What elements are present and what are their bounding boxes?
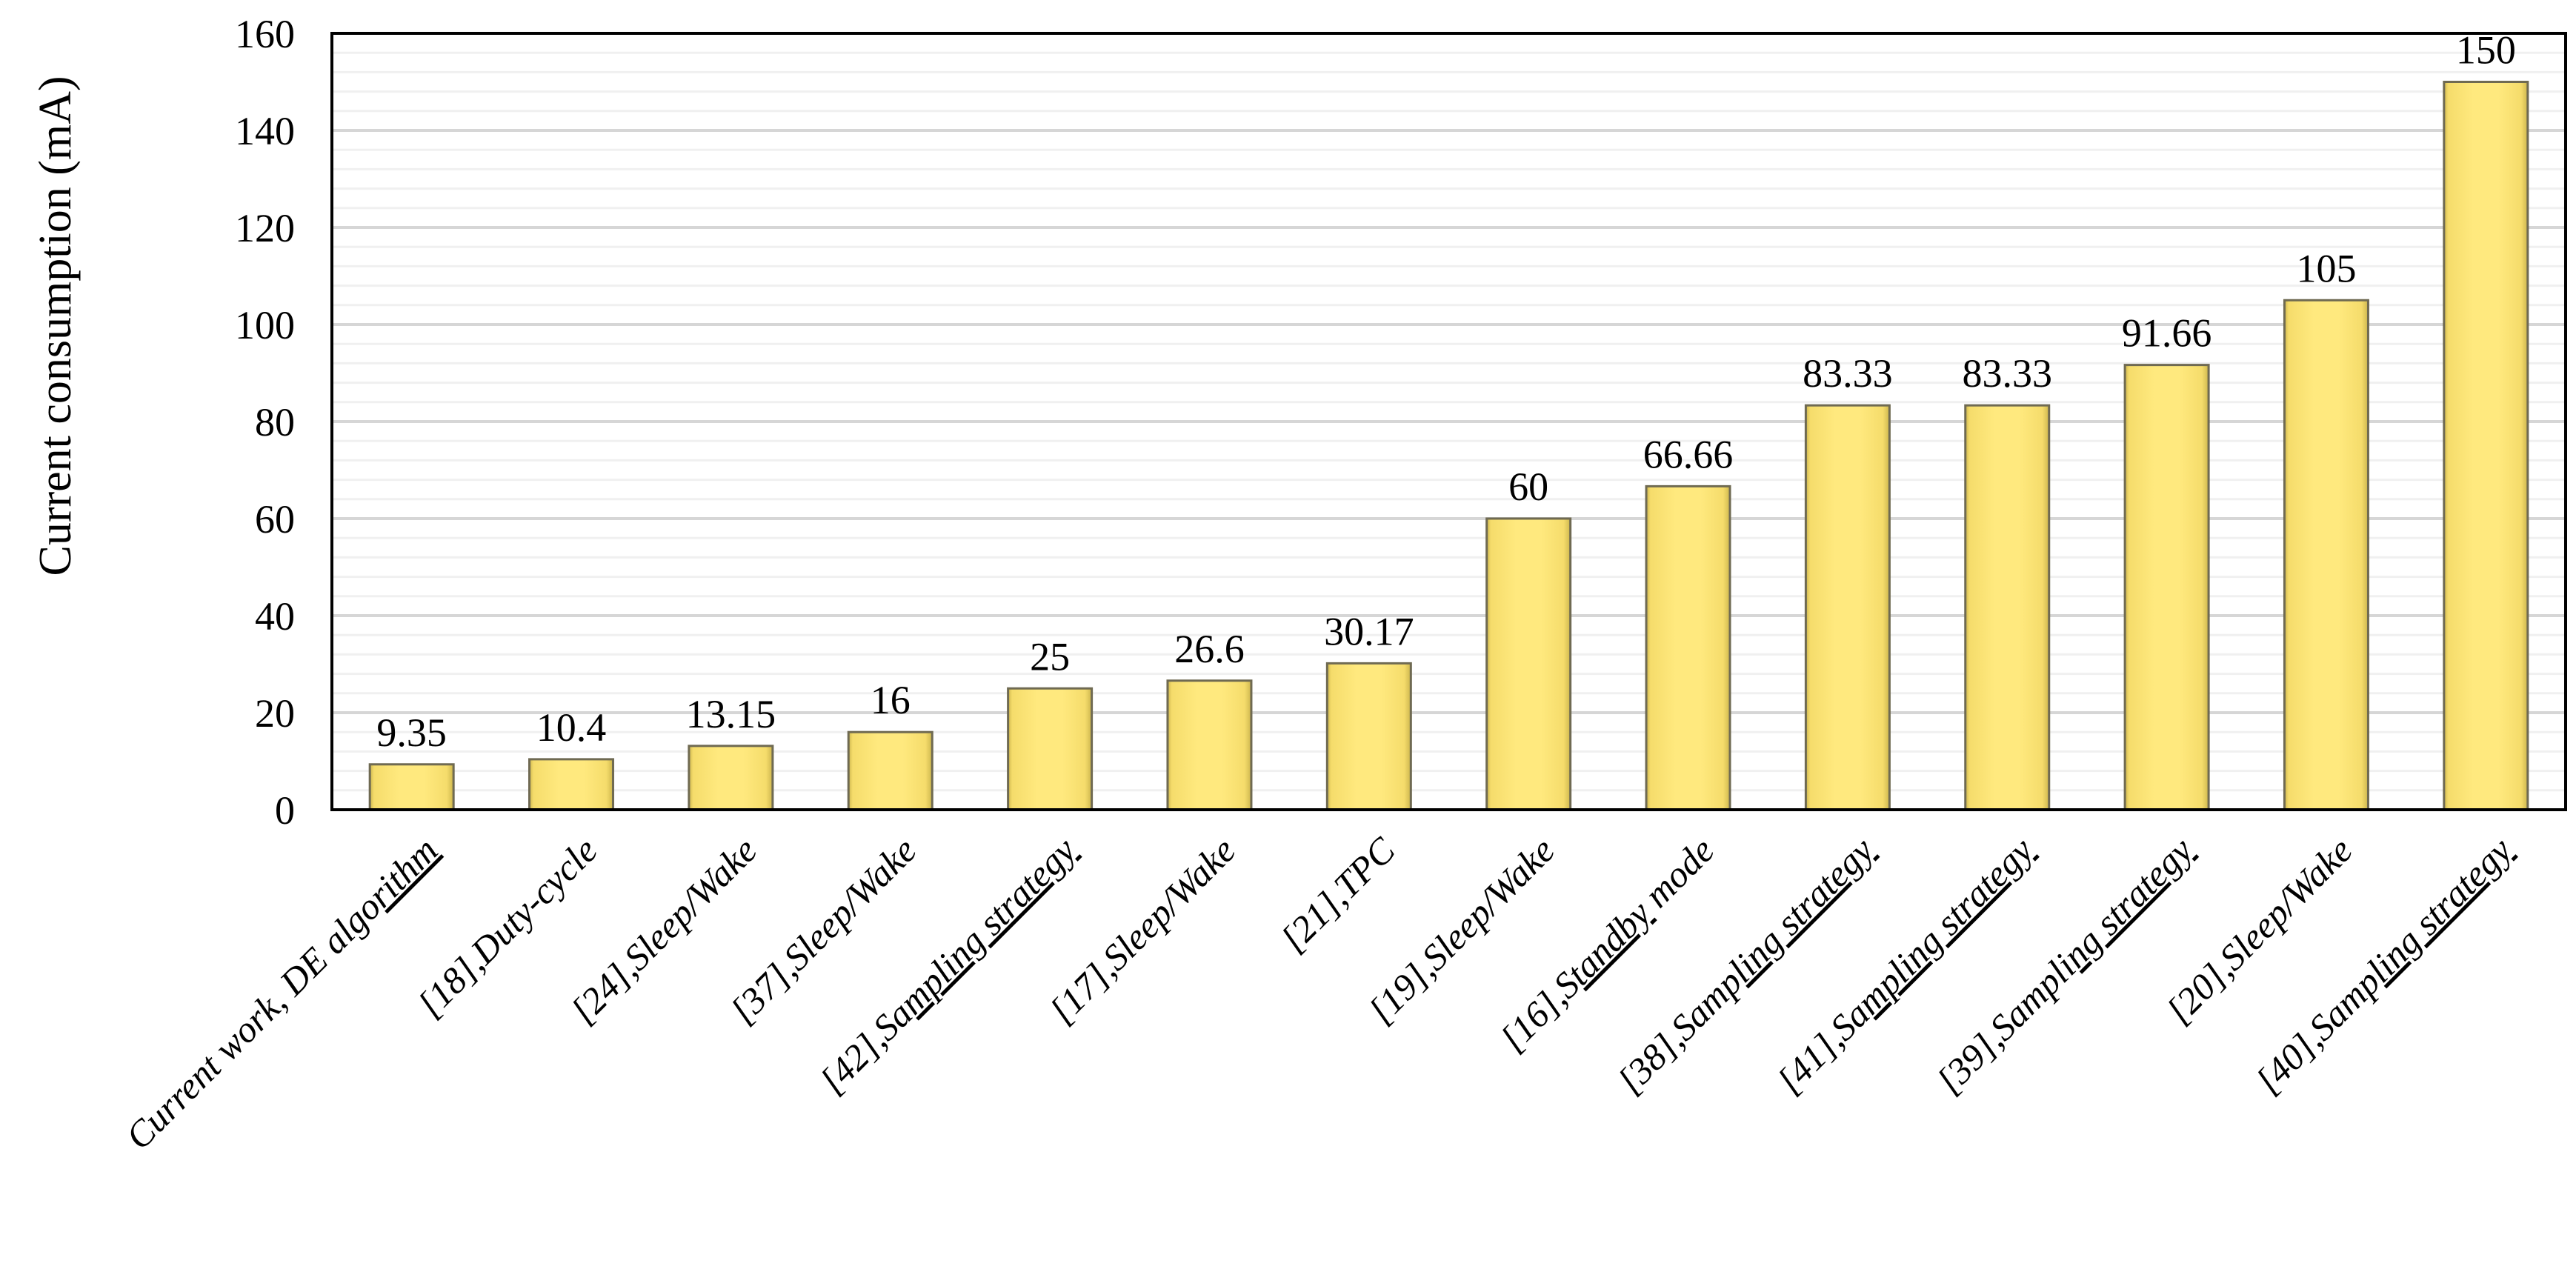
bars [368, 81, 2529, 811]
category-label-4: [42],Sampling strategy [811, 829, 1084, 1102]
bar-8 [1645, 485, 1731, 811]
bar-5 [1166, 679, 1253, 811]
plot-area-border [330, 32, 2567, 811]
y-tick-label-60: 60 [255, 497, 295, 542]
bar-3 [847, 730, 933, 811]
value-label-0: 9.35 [376, 710, 447, 755]
category-label-0: Current work, DE algorithm [118, 829, 446, 1157]
y-tick-label-40: 40 [255, 594, 295, 639]
category-label-13: [40],Sampling strategy [2247, 829, 2520, 1102]
major-gridlines [333, 129, 2564, 714]
value-label-9: 83.33 [1803, 351, 1893, 396]
category-label-10: [41],Sampling strategy [1768, 829, 2041, 1102]
bar-7 [1485, 517, 1572, 811]
category-label-part: [21],TPC [1272, 829, 1403, 960]
value-label-1: 10.4 [536, 705, 607, 750]
y-tick-label-20: 20 [255, 691, 295, 736]
value-label-7: 60 [1508, 464, 1548, 509]
bar-10 [1964, 404, 2051, 811]
category-label-part: [39],Sampli [1928, 946, 2084, 1102]
value-label-13: 150 [2456, 28, 2516, 73]
y-tick-label-0: 0 [275, 788, 295, 833]
value-label-3: 16 [871, 678, 911, 722]
x-axis-category-labels: Current work, DE algorithm[18],Duty-cycl… [118, 829, 2520, 1158]
category-label-underlined-part: ng strategy [2054, 829, 2201, 976]
value-label-5: 26.6 [1174, 627, 1245, 671]
value-label-8: 66.66 [1643, 432, 1734, 476]
bar-4 [1007, 687, 1094, 811]
bar-6 [1325, 662, 1412, 811]
bar-2 [688, 745, 774, 811]
y-axis-tick-labels: 0 20 40 60 80 100 120 140 160 [235, 12, 295, 833]
category-label-underlined-part: ling strategy [2359, 829, 2520, 990]
bar-9 [1804, 404, 1891, 811]
y-tick-label-100: 100 [235, 303, 295, 347]
category-label-part: Current work, DE algo [118, 886, 389, 1157]
y-tick-label-80: 80 [255, 400, 295, 444]
category-label-part: [41],Sa [1768, 993, 1877, 1102]
value-label-12: 105 [2296, 246, 2356, 290]
value-label-11: 91.66 [2122, 311, 2212, 356]
bar-12 [2283, 299, 2369, 811]
y-tick-label-120: 120 [235, 206, 295, 250]
category-label-part: [42],Sa [811, 993, 920, 1102]
category-label-part: [40],Samp [2247, 961, 2388, 1102]
y-axis-title: Current consumption (mA) [30, 76, 81, 576]
value-label-4: 25 [1030, 634, 1070, 679]
category-label-11: [39],Sampling strategy [1928, 829, 2201, 1102]
value-label-2: 13.15 [686, 692, 776, 736]
category-label-underlined-part: ling strategy [1720, 829, 1882, 990]
y-tick-label-160: 160 [235, 12, 295, 56]
bar-0 [368, 763, 455, 811]
bar-13 [2443, 81, 2529, 811]
category-label-9: [38],Sampling strategy [1609, 829, 1882, 1102]
category-label-6: [21],TPC [1272, 829, 1403, 960]
category-label-part: [38],Samp [1609, 961, 1750, 1102]
value-label-6: 30.17 [1324, 609, 1414, 653]
bar-1 [528, 758, 615, 811]
bar-11 [2123, 364, 2210, 811]
y-tick-label-140: 140 [235, 109, 295, 153]
value-label-10: 83.33 [1963, 351, 2053, 396]
bar-value-labels: 9.35 10.4 13.15 16 25 26.6 30.17 60 66.66 83.33 83… [376, 28, 2515, 755]
